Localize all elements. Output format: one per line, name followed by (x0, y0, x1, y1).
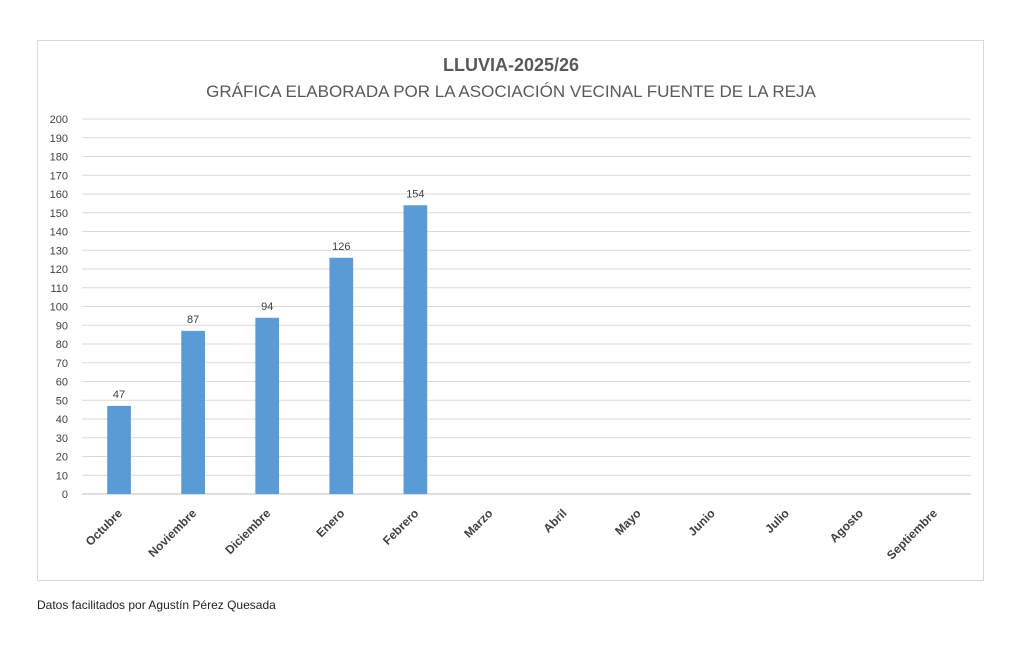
y-tick-label: 120 (50, 264, 68, 276)
x-tick-label: Febrero (380, 506, 421, 547)
y-tick-label: 170 (50, 170, 68, 182)
data-label: 94 (261, 301, 273, 313)
bar (255, 317, 280, 494)
data-label: 87 (187, 314, 199, 326)
y-tick-label: 0 (62, 489, 68, 501)
bar (181, 330, 205, 494)
x-tick-label: Agosto (827, 506, 866, 545)
y-tick-label: 180 (50, 152, 68, 164)
y-tick-label: 160 (50, 189, 68, 201)
y-tick-label: 70 (56, 358, 68, 370)
y-tick-label: 150 (50, 208, 68, 220)
bar-chart: LLUVIA-2025/26 GRÁFICA ELABORADA POR LA … (50, 55, 971, 562)
chart-title: LLUVIA-2025/26 (443, 55, 579, 75)
y-tick-label: 110 (50, 283, 68, 295)
bar (403, 205, 428, 494)
data-label: 47 (113, 389, 125, 401)
y-tick-label: 10 (56, 470, 68, 482)
data-labels: 47 87 94 126 154 (113, 188, 425, 401)
data-label: 126 (332, 241, 350, 253)
chart-subtitle: GRÁFICA ELABORADA POR LA ASOCIACIÓN VECI… (206, 82, 816, 101)
x-tick-label: Abril (540, 506, 569, 535)
y-axis-ticks: 0 10 20 30 40 50 60 70 80 90 100 110 120 130 140 150 160… (50, 114, 68, 501)
x-tick-label: Mayo (612, 506, 644, 538)
y-tick-label: 90 (56, 320, 68, 332)
bar (329, 257, 354, 494)
x-tick-label: Diciembre (222, 506, 273, 557)
y-tick-label: 80 (56, 339, 68, 351)
y-tick-label: 130 (50, 245, 68, 257)
y-tick-label: 20 (56, 452, 68, 464)
data-source-note: Datos facilitados por Agustín Pérez Ques… (37, 598, 276, 612)
x-tick-label: Julio (762, 506, 792, 536)
x-tick-label: Marzo (461, 506, 495, 540)
x-tick-label: Junio (685, 506, 718, 539)
chart-frame: LLUVIA-2025/26 GRÁFICA ELABORADA POR LA … (37, 40, 984, 581)
y-tick-label: 200 (50, 114, 68, 126)
y-tick-label: 30 (56, 433, 68, 445)
x-tick-label: Septiembre (884, 506, 940, 562)
y-tick-label: 50 (56, 395, 68, 407)
y-tick-label: 140 (50, 227, 68, 239)
y-tick-label: 60 (56, 377, 68, 389)
x-tick-label: Noviembre (145, 506, 199, 560)
x-axis-categories: Octubre Noviembre Diciembre Enero Febrero Mar… (83, 506, 941, 562)
data-label: 154 (406, 188, 424, 200)
x-tick-label: Octubre (83, 506, 126, 549)
bar (107, 405, 131, 494)
y-tick-label: 190 (50, 133, 68, 145)
y-tick-label: 40 (56, 414, 68, 426)
y-tick-label: 100 (50, 302, 68, 314)
x-tick-label: Enero (313, 506, 347, 540)
bars (107, 205, 428, 494)
gridlines (82, 118, 971, 495)
